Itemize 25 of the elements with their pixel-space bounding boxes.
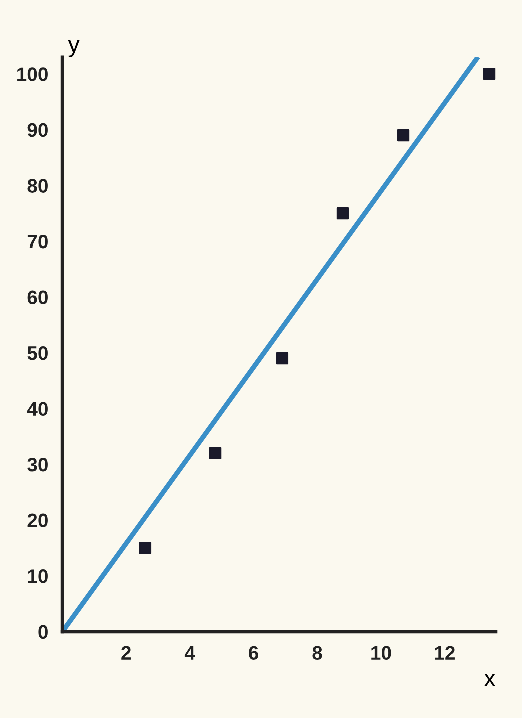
y-tick-label: 50: [28, 346, 48, 360]
y-tick-label: 60: [28, 290, 48, 304]
y-tick-label: 0: [38, 625, 48, 640]
point: [397, 129, 410, 142]
point: [483, 68, 496, 80]
y-tick-label: 70: [28, 234, 48, 249]
x-tick-label: 10: [372, 646, 392, 660]
x-tick-label: 12: [435, 646, 455, 660]
point: [336, 208, 350, 220]
y-tick-label: 80: [28, 179, 48, 193]
point: [209, 447, 222, 460]
x-tick-label: 2: [122, 646, 131, 660]
y-tick-label: 100: [18, 68, 48, 82]
x-tick-label: 8: [312, 646, 322, 660]
x-axis-title: x: [484, 674, 496, 687]
point: [139, 542, 152, 554]
y-tick-label: 30: [28, 458, 48, 472]
y-tick-label: 40: [27, 402, 48, 416]
y-tick-label: 20: [28, 514, 48, 528]
y-axis-title: y: [68, 40, 80, 58]
x-tick-label: 4: [184, 646, 196, 660]
point: [276, 352, 289, 365]
x-tick-label: 6: [249, 646, 258, 660]
y-tick-label: 10: [28, 570, 48, 584]
y-tick-label: 90: [28, 123, 48, 138]
